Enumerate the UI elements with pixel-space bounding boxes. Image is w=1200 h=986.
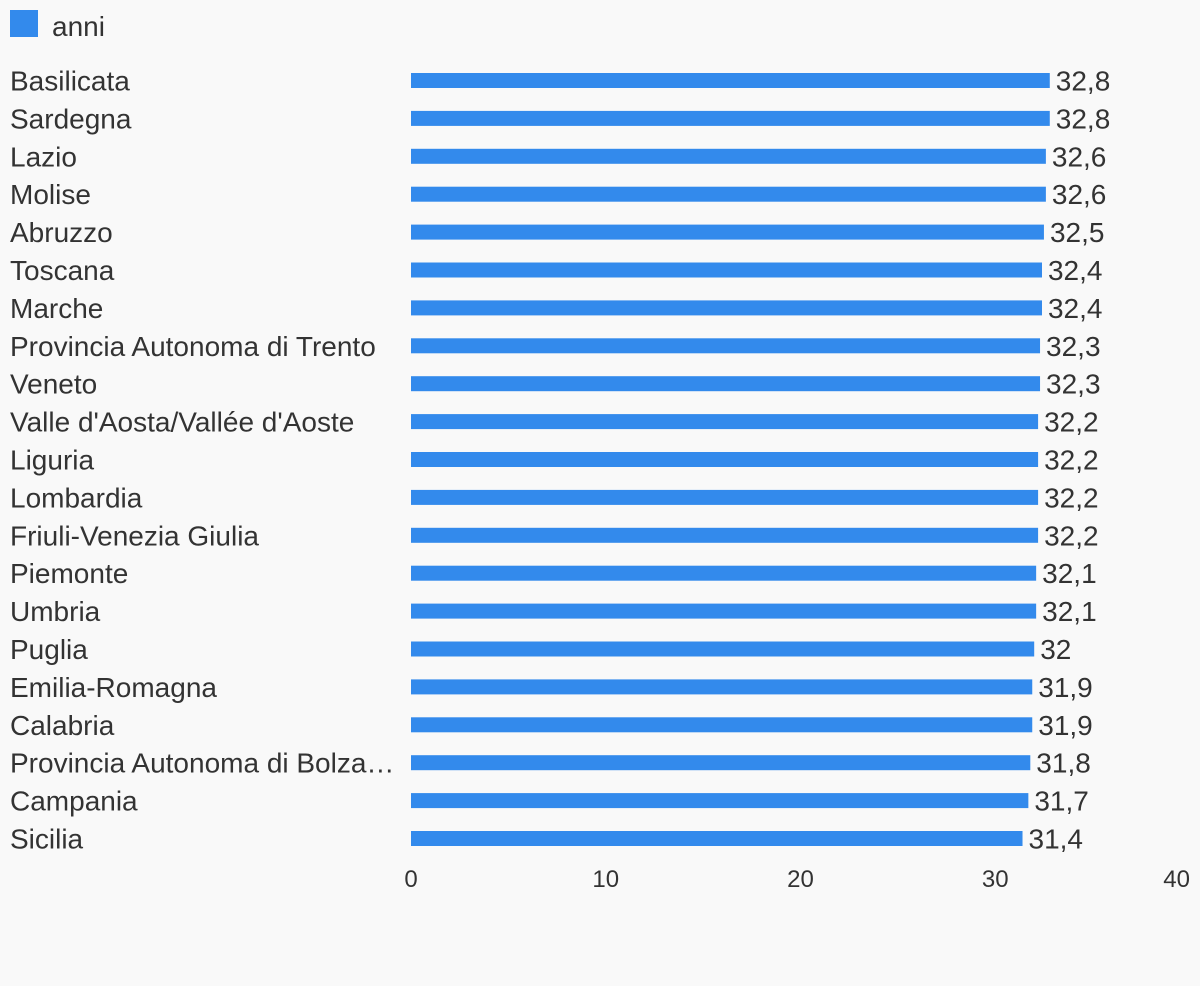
data-label: 32,4 bbox=[1048, 293, 1103, 324]
data-label: 32,2 bbox=[1044, 482, 1099, 513]
category-label: Emilia-Romagna bbox=[10, 672, 217, 703]
data-label: 32,2 bbox=[1044, 407, 1099, 438]
x-axis: 0 10 20 30 40 bbox=[404, 866, 1190, 893]
data-label: 32,6 bbox=[1052, 141, 1107, 172]
legend-swatch-anni bbox=[10, 10, 38, 37]
category-label: Valle d'Aosta/Vallée d'Aoste bbox=[10, 407, 354, 438]
data-label: 32,1 bbox=[1042, 596, 1097, 627]
x-tick-label: 10 bbox=[592, 866, 619, 893]
data-label: 32,6 bbox=[1052, 179, 1107, 210]
bar bbox=[411, 528, 1038, 543]
bar bbox=[411, 604, 1036, 619]
category-label: Friuli-Venezia Giulia bbox=[10, 520, 259, 551]
legend: anni bbox=[10, 10, 105, 42]
category-label: Toscana bbox=[10, 255, 115, 286]
bar bbox=[411, 73, 1050, 88]
category-label: Sardegna bbox=[10, 103, 132, 134]
bar bbox=[411, 452, 1038, 467]
category-label: Veneto bbox=[10, 369, 97, 400]
bar bbox=[411, 187, 1046, 202]
bar bbox=[411, 111, 1050, 126]
bar bbox=[411, 566, 1036, 581]
data-label: 32,4 bbox=[1048, 255, 1103, 286]
category-label: Molise bbox=[10, 179, 91, 210]
x-tick-label: 0 bbox=[404, 866, 417, 893]
bar bbox=[411, 263, 1042, 278]
data-label: 31,9 bbox=[1038, 710, 1093, 741]
data-label: 32,3 bbox=[1046, 369, 1101, 400]
x-tick-label: 30 bbox=[982, 866, 1009, 893]
bar bbox=[411, 831, 1023, 846]
data-label: 32,2 bbox=[1044, 520, 1099, 551]
category-label: Abruzzo bbox=[10, 217, 113, 248]
category-label: Piemonte bbox=[10, 558, 128, 589]
data-label: 32,3 bbox=[1046, 331, 1101, 362]
data-label: 32,1 bbox=[1042, 558, 1097, 589]
category-label: Basilicata bbox=[10, 66, 130, 97]
bar bbox=[411, 338, 1040, 353]
bar bbox=[411, 414, 1038, 429]
data-label: 31,7 bbox=[1034, 786, 1089, 817]
bar bbox=[411, 376, 1040, 391]
data-label: 31,9 bbox=[1038, 672, 1093, 703]
bar bbox=[411, 679, 1032, 694]
bar bbox=[411, 149, 1046, 164]
category-label: Sicilia bbox=[10, 824, 84, 855]
bar-chart: anni Basilicata 32,8 Sardegna 32,8 Lazio 32,6… bbox=[0, 0, 1200, 986]
bar bbox=[411, 225, 1044, 240]
x-tick-label: 20 bbox=[787, 866, 814, 893]
data-label: 32,8 bbox=[1056, 103, 1111, 134]
bar bbox=[411, 642, 1034, 657]
category-label: Umbria bbox=[10, 596, 101, 627]
data-label: 31,4 bbox=[1029, 824, 1084, 855]
category-label: Liguria bbox=[10, 445, 94, 476]
category-label: Puglia bbox=[10, 634, 88, 665]
category-label: Provincia Autonoma di Bolza… bbox=[10, 748, 394, 779]
data-label: 31,8 bbox=[1036, 748, 1091, 779]
bar bbox=[411, 755, 1030, 770]
data-label: 32 bbox=[1040, 634, 1071, 665]
bar bbox=[411, 490, 1038, 505]
category-label: Lombardia bbox=[10, 482, 143, 513]
bar-group: Basilicata 32,8 Sardegna 32,8 Lazio 32,6 Molis… bbox=[10, 66, 1110, 855]
bar bbox=[411, 717, 1032, 732]
data-label: 32,2 bbox=[1044, 445, 1099, 476]
bar bbox=[411, 300, 1042, 315]
category-label: Marche bbox=[10, 293, 103, 324]
category-label: Calabria bbox=[10, 710, 115, 741]
bar bbox=[411, 793, 1028, 808]
legend-label-anni: anni bbox=[52, 11, 105, 42]
category-label: Provincia Autonoma di Trento bbox=[10, 331, 376, 362]
category-label: Lazio bbox=[10, 141, 77, 172]
data-label: 32,8 bbox=[1056, 66, 1111, 97]
data-label: 32,5 bbox=[1050, 217, 1105, 248]
x-tick-label: 40 bbox=[1163, 866, 1190, 893]
category-label: Campania bbox=[10, 786, 138, 817]
